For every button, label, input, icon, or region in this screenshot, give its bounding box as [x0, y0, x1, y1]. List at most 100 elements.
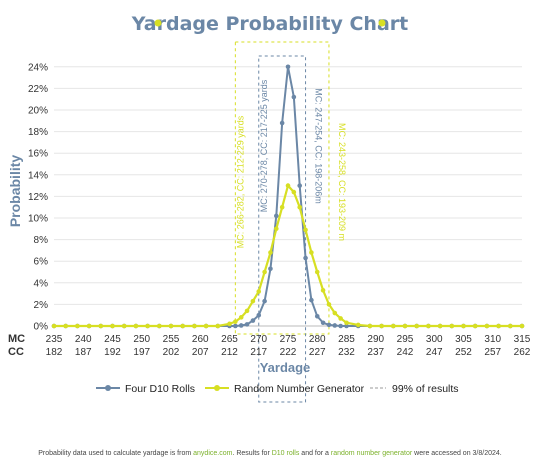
mc-tick-label: 280	[309, 334, 326, 345]
random-number-generator-link[interactable]: random number generator	[330, 450, 413, 457]
data-point	[426, 323, 431, 329]
data-point	[309, 250, 314, 255]
y-tick-label: 4%	[34, 278, 49, 289]
source-text-4: were accessed on 3/8/2024.	[412, 450, 502, 457]
data-point	[449, 323, 455, 329]
data-point	[98, 323, 104, 329]
data-point	[268, 266, 273, 272]
data-point	[297, 204, 303, 210]
mc-tick-label: 255	[163, 334, 180, 345]
y-tick-label: 22%	[28, 84, 48, 95]
data-point	[332, 310, 338, 316]
data-point	[320, 288, 326, 293]
y-tick-label: 14%	[28, 170, 48, 181]
cc-row-label: CC	[8, 346, 24, 358]
d10-rolls-link[interactable]: D10 rolls	[271, 450, 300, 457]
data-point	[338, 323, 343, 329]
source-text-2: . Results for	[232, 450, 272, 457]
cc-tick-label: 232	[338, 347, 355, 358]
mc-row-label: MC	[8, 333, 25, 345]
cc-tick-label: 237	[367, 347, 384, 358]
mc-tick-label: 295	[397, 334, 414, 345]
mc-tick-label: 310	[484, 334, 501, 345]
data-point	[268, 250, 273, 255]
cc-tick-label: 227	[309, 347, 326, 358]
legend-label-four-d10: Four D10 Rolls	[125, 383, 195, 395]
mc-tick-label: 250	[133, 334, 150, 345]
mc-tick-label: 305	[455, 334, 472, 345]
data-point	[250, 318, 256, 323]
data-point	[379, 323, 384, 329]
data-point	[303, 255, 308, 261]
data-point	[227, 321, 232, 327]
data-point	[180, 323, 185, 329]
chart-title: Yardage Probability Chart	[131, 13, 408, 35]
title-dot-left	[154, 19, 162, 27]
data-point	[256, 312, 262, 318]
yardage-chart: Yardage Probability Chart 0% 2% 4% 6% 8% 10% 12…	[7, 13, 531, 403]
range-label: MC: 243-258, CC: 193-209 m	[337, 123, 347, 241]
data-point	[391, 323, 396, 329]
data-point	[233, 319, 238, 324]
data-point	[326, 302, 332, 307]
data-point	[314, 269, 320, 275]
data-point	[314, 313, 320, 319]
data-point	[519, 323, 525, 329]
data-point	[168, 323, 174, 329]
data-point	[279, 204, 285, 210]
range-label: MC: 247-254, CC: 198-206m	[314, 88, 324, 204]
data-point	[472, 323, 478, 329]
data-point	[238, 315, 244, 320]
data-point	[437, 323, 443, 329]
data-point	[303, 227, 308, 233]
data-point	[309, 297, 314, 303]
data-point	[262, 269, 267, 275]
data-point	[86, 323, 92, 329]
data-point	[274, 213, 279, 219]
y-axis-label: Probability	[7, 155, 23, 228]
anydice-link[interactable]: anydice.com	[193, 450, 233, 457]
legend-marker-rng	[214, 385, 220, 391]
x-axis-label: Yardage	[260, 360, 311, 375]
mc-tick-label: 265	[221, 334, 238, 345]
data-point	[250, 298, 256, 304]
y-tick-label: 0%	[34, 322, 49, 333]
source-text-1: Probability data used to calculate yarda…	[38, 450, 194, 457]
cc-tick-label: 242	[397, 347, 414, 358]
mc-tick-label: 245	[104, 334, 121, 345]
data-point	[256, 289, 262, 294]
data-point	[326, 322, 332, 328]
source-note: Probability data used to calculate yarda…	[0, 450, 540, 457]
y-tick-label: 16%	[28, 149, 48, 160]
cc-tick-label: 192	[104, 347, 121, 358]
cc-tick-label: 182	[46, 347, 63, 358]
data-point	[133, 323, 139, 329]
y-tick-label: 10%	[28, 214, 48, 225]
data-point	[75, 323, 80, 329]
y-tick-label: 24%	[28, 62, 48, 73]
cc-tick-label: 197	[133, 347, 150, 358]
data-point	[145, 323, 150, 329]
legend-marker-four-d10	[105, 385, 111, 391]
series-line	[54, 183, 522, 328]
y-tick-label: 18%	[28, 127, 48, 138]
mc-tick-label: 270	[250, 334, 267, 345]
legend: Four D10 Rolls Random Number Generator 99%…	[96, 383, 459, 395]
cc-tick-label: 217	[250, 347, 267, 358]
range-label: MC: 266-282, CC: 212-229 yards	[235, 115, 245, 248]
data-point	[285, 183, 291, 188]
data-point	[297, 183, 303, 188]
mc-tick-label: 290	[367, 334, 384, 345]
data-point	[203, 323, 209, 329]
cc-tick-label: 257	[484, 347, 501, 358]
data-point	[51, 323, 57, 329]
data-point	[157, 323, 162, 329]
data-point	[338, 316, 343, 321]
cc-tick-label: 222	[280, 347, 297, 358]
cc-tick-label: 247	[426, 347, 443, 358]
y-tick-label: 2%	[34, 300, 49, 311]
cc-tick-label: 202	[163, 347, 180, 358]
y-tick-label: 8%	[34, 235, 49, 246]
y-tick-label: 6%	[34, 257, 49, 268]
y-tick-label: 12%	[28, 192, 48, 203]
